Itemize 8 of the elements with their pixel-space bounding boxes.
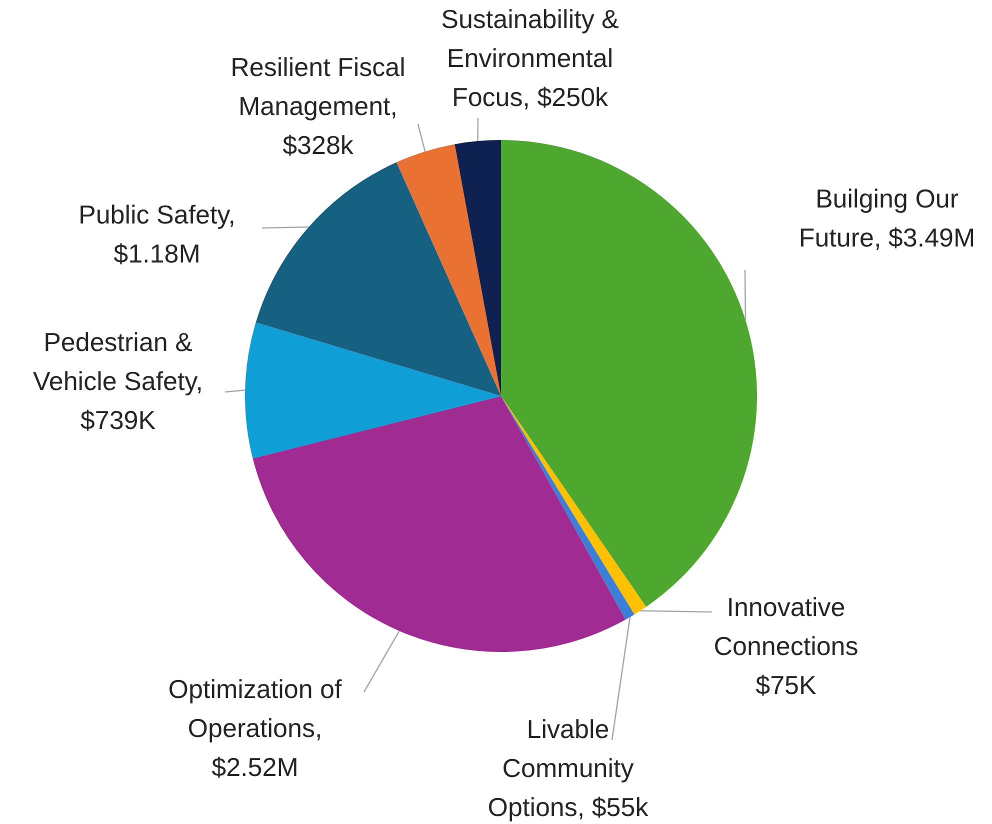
slice-label: Innovative Connections $75K [714,592,858,700]
slice-label: Builging Our Future, $3.49M [798,184,976,253]
slice-label: Sustainability & Environmental Focus, $250k [441,4,619,112]
slice-label: Pedestrian & Vehicle Safety, $739K [32,327,204,436]
slice-label: Livable Community Options, $55k [488,714,650,822]
slice-label: Public Safety, $1.18M [78,200,236,269]
slice-label: Resilient Fiscal Management, $328k [230,52,406,160]
slice-label: Optimization of Operations, $2.52M [168,674,342,782]
